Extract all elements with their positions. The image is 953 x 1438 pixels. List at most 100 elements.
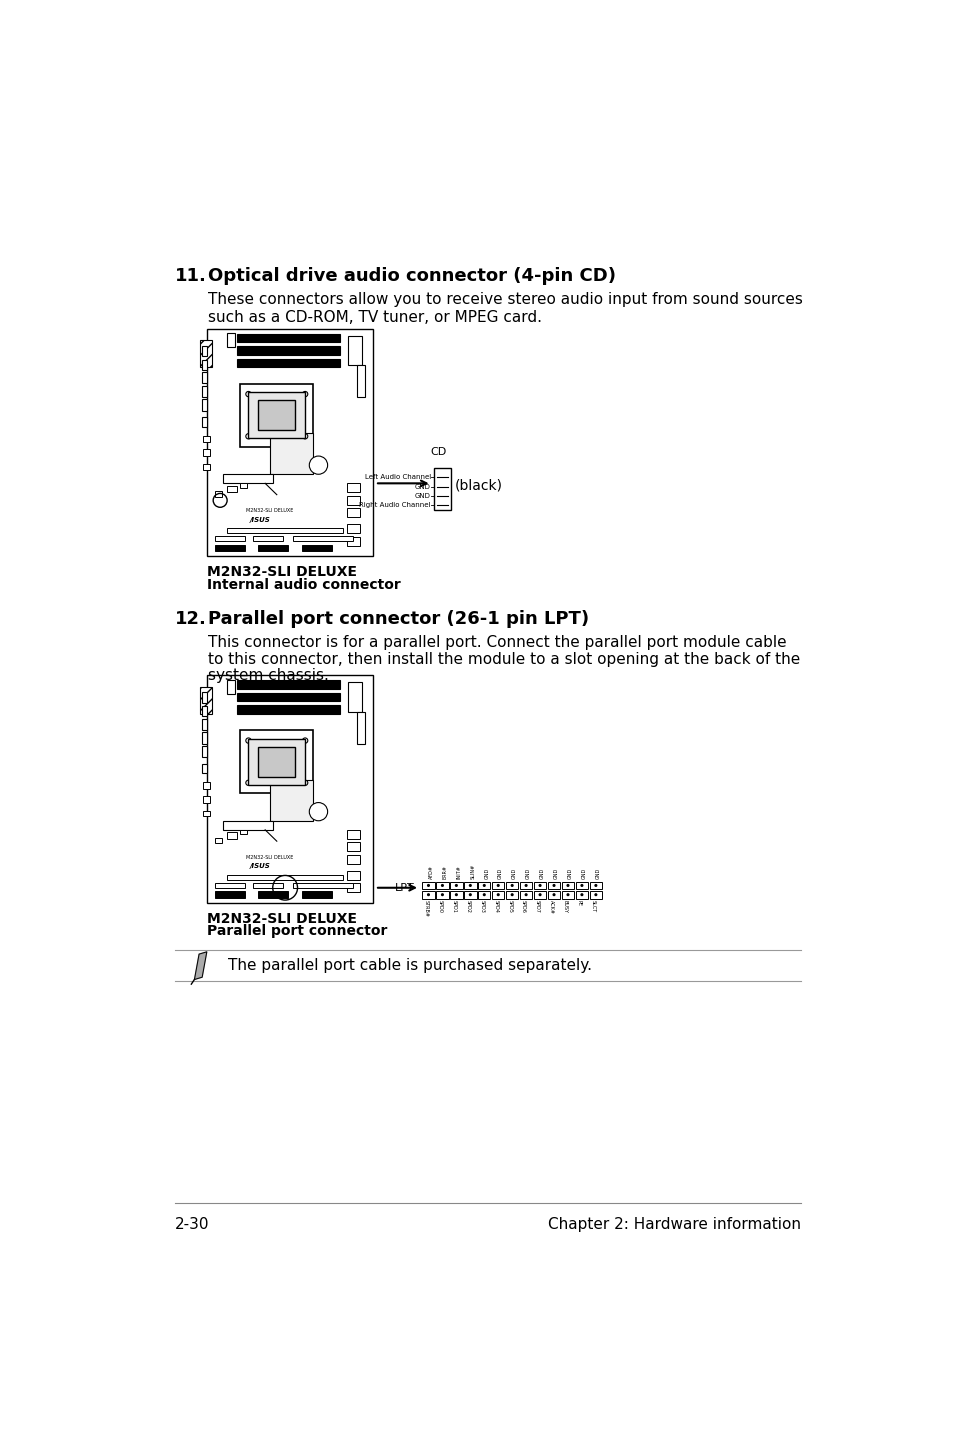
Bar bbox=[505, 881, 517, 889]
Bar bbox=[215, 892, 245, 897]
Polygon shape bbox=[194, 952, 207, 979]
Text: SPD1: SPD1 bbox=[451, 900, 456, 913]
Text: CD: CD bbox=[430, 447, 446, 457]
Text: Internal audio connector: Internal audio connector bbox=[207, 578, 400, 591]
Bar bbox=[450, 881, 462, 889]
Text: Parallel port connector: Parallel port connector bbox=[207, 925, 387, 938]
Bar bbox=[519, 890, 532, 899]
Bar bbox=[301, 545, 332, 552]
Text: GND: GND bbox=[567, 867, 573, 879]
Bar bbox=[294, 536, 353, 541]
Text: Left Audio Channel: Left Audio Channel bbox=[364, 475, 431, 480]
Circle shape bbox=[552, 893, 555, 896]
Bar bbox=[534, 890, 546, 899]
Bar bbox=[202, 706, 207, 716]
Bar bbox=[492, 881, 504, 889]
Circle shape bbox=[468, 893, 472, 896]
Circle shape bbox=[309, 802, 327, 821]
Text: GND: GND bbox=[554, 867, 558, 879]
Circle shape bbox=[440, 893, 443, 896]
Bar bbox=[202, 360, 207, 370]
Bar bbox=[347, 830, 359, 838]
Circle shape bbox=[537, 893, 541, 896]
Text: GND: GND bbox=[415, 493, 431, 499]
Bar bbox=[575, 890, 587, 899]
Bar bbox=[347, 854, 359, 864]
Bar bbox=[347, 883, 359, 893]
Bar bbox=[227, 874, 343, 880]
Bar bbox=[347, 536, 359, 546]
Bar bbox=[347, 843, 359, 851]
Bar bbox=[236, 706, 340, 715]
Circle shape bbox=[302, 434, 308, 439]
Text: GND: GND bbox=[415, 483, 431, 489]
Bar bbox=[464, 890, 476, 899]
Bar bbox=[253, 883, 283, 887]
Circle shape bbox=[579, 884, 583, 887]
Bar bbox=[215, 883, 245, 887]
Text: 12.: 12. bbox=[174, 610, 207, 628]
Bar bbox=[203, 782, 210, 789]
Bar bbox=[207, 329, 373, 557]
Bar bbox=[236, 347, 340, 355]
Bar bbox=[203, 464, 210, 470]
Circle shape bbox=[482, 884, 485, 887]
Bar bbox=[519, 881, 532, 889]
Text: SPD6: SPD6 bbox=[520, 900, 525, 913]
Text: PE: PE bbox=[577, 900, 581, 906]
Bar bbox=[203, 436, 210, 443]
Bar bbox=[227, 833, 236, 838]
Circle shape bbox=[246, 391, 251, 397]
Text: This connector is for a parallel port. Connect the parallel port module cable: This connector is for a parallel port. C… bbox=[208, 634, 786, 650]
Bar bbox=[450, 890, 462, 899]
Bar bbox=[207, 676, 373, 903]
Text: ERR#: ERR# bbox=[442, 864, 447, 879]
Text: Right Audio Channel: Right Audio Channel bbox=[359, 502, 431, 508]
Bar bbox=[227, 680, 234, 693]
Bar bbox=[347, 508, 359, 518]
Circle shape bbox=[552, 884, 555, 887]
Text: M2N32-SLI DELUXE: M2N32-SLI DELUXE bbox=[207, 912, 356, 926]
Bar bbox=[477, 881, 490, 889]
Bar bbox=[202, 719, 207, 731]
Bar bbox=[575, 881, 587, 889]
Bar bbox=[589, 881, 601, 889]
Bar bbox=[258, 400, 294, 430]
Bar bbox=[203, 795, 210, 802]
Circle shape bbox=[309, 456, 327, 475]
Text: M2N32-SLI DELUXE: M2N32-SLI DELUXE bbox=[246, 854, 294, 860]
Text: M2N32-SLI DELUXE: M2N32-SLI DELUXE bbox=[246, 508, 294, 513]
Bar bbox=[589, 890, 601, 899]
Circle shape bbox=[524, 884, 527, 887]
Circle shape bbox=[524, 893, 527, 896]
Bar bbox=[270, 433, 314, 475]
Circle shape bbox=[482, 893, 485, 896]
Bar bbox=[227, 528, 343, 533]
Bar bbox=[202, 764, 207, 774]
Bar bbox=[436, 881, 448, 889]
Text: 2-30: 2-30 bbox=[174, 1217, 210, 1232]
Circle shape bbox=[497, 893, 499, 896]
Text: GND: GND bbox=[512, 867, 517, 879]
Text: SPD3: SPD3 bbox=[478, 900, 484, 913]
Text: LPT: LPT bbox=[395, 883, 415, 893]
Text: /ISUS: /ISUS bbox=[250, 863, 271, 869]
Text: INIT#: INIT# bbox=[456, 864, 461, 879]
Bar bbox=[348, 335, 361, 365]
Bar bbox=[347, 496, 359, 505]
Text: GND: GND bbox=[525, 867, 531, 879]
Bar bbox=[547, 890, 559, 899]
Circle shape bbox=[510, 884, 513, 887]
Text: The parallel port cable is purchased separately.: The parallel port cable is purchased sep… bbox=[228, 958, 591, 974]
Bar bbox=[422, 890, 435, 899]
Bar bbox=[348, 682, 361, 712]
Text: BUSY: BUSY bbox=[562, 900, 567, 913]
Bar bbox=[203, 811, 210, 817]
Text: SPD0: SPD0 bbox=[437, 900, 442, 913]
Text: SPD5: SPD5 bbox=[507, 900, 512, 913]
Text: These connectors allow you to receive stereo audio input from sound sources: These connectors allow you to receive st… bbox=[208, 292, 802, 306]
Circle shape bbox=[566, 893, 569, 896]
Bar bbox=[202, 385, 207, 397]
Bar bbox=[202, 372, 207, 384]
Text: GND: GND bbox=[484, 867, 489, 879]
